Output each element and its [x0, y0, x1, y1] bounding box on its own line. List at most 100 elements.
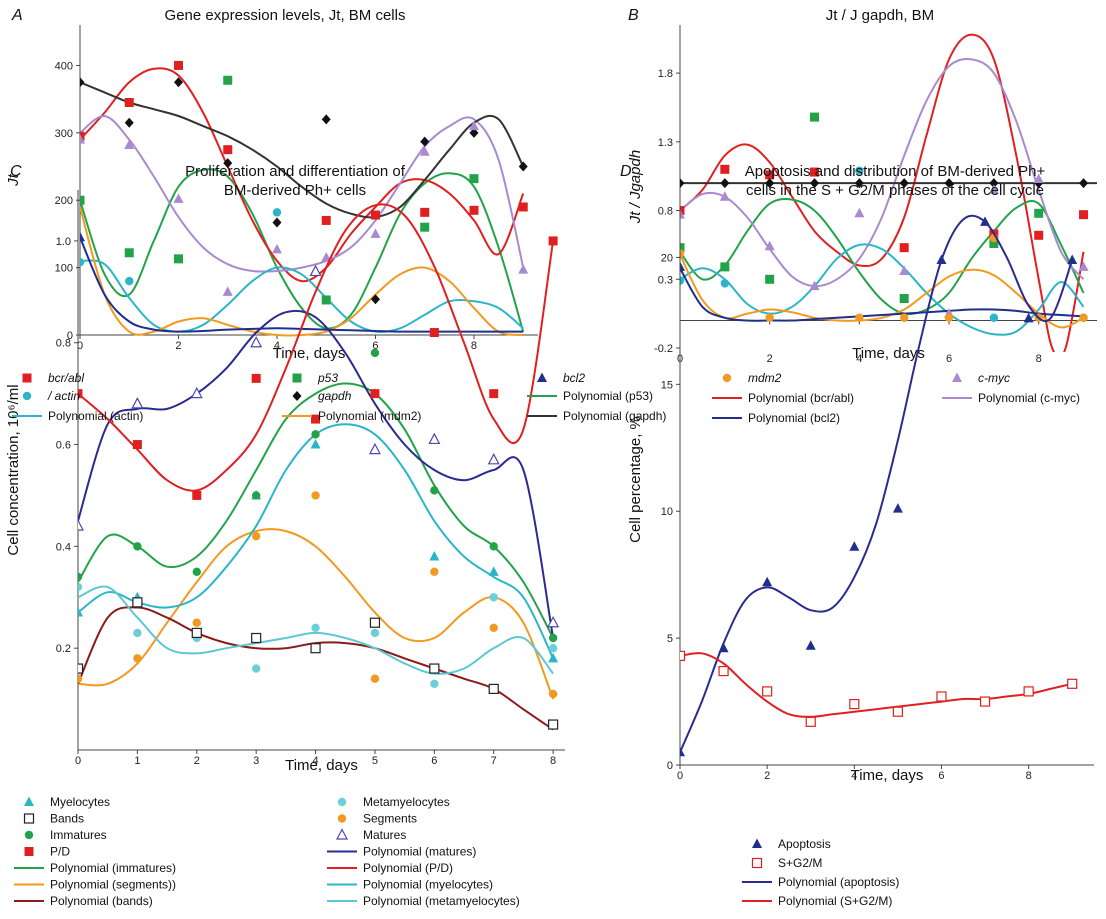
data-point-immatures — [311, 430, 320, 439]
panel-label: A — [11, 7, 23, 24]
data-point-apoptosis — [1067, 254, 1078, 264]
x-tick-label: 5 — [372, 755, 378, 767]
legend-item-gapdh: gapdh — [292, 389, 352, 403]
data-point-bcr-abl — [124, 98, 134, 107]
legend-item-p-d: P/D — [24, 845, 70, 859]
legend-item-polynomial-s-g2-m: Polynomial (S+G2/M) — [742, 894, 892, 908]
series-points-metamyelocytes — [78, 582, 558, 689]
data-point-s-g2-m — [718, 666, 729, 677]
legend-item-polynomial-bcl2: Polynomial (bcl2) — [712, 411, 840, 425]
data-point-c-myc — [1078, 261, 1089, 271]
legend-label: bcr/abl — [48, 371, 84, 385]
data-point-bands — [310, 643, 321, 654]
data-point-bcr-abl — [1034, 230, 1044, 240]
data-point-c-myc — [899, 265, 910, 276]
legend-a: bcr/abl p53 bcl2 / actin gapdh Polynomial (p5… — [12, 371, 666, 423]
data-point-c-myc — [124, 139, 135, 149]
data-point-matures — [131, 397, 144, 409]
data-point-matures — [190, 386, 203, 399]
panel-b: BJt / J gapdh, BM02468-0.20.30.81.31.8Ti… — [627, 7, 1097, 365]
legend-marker — [24, 830, 34, 840]
data-point-c-myc — [321, 252, 332, 262]
data-point-c-myc — [809, 280, 820, 291]
x-tick-label: 4 — [312, 755, 318, 767]
series-points-p53 — [680, 112, 1044, 304]
data-point-actin — [80, 258, 85, 267]
data-point-actin — [720, 279, 730, 288]
chart-title-line: Proliferation and differentiation of — [185, 163, 406, 180]
data-point-myelocytes — [78, 607, 83, 617]
data-point-p53 — [720, 262, 730, 272]
data-point-gapdh — [1079, 178, 1089, 189]
x-axis-label: Time, days — [285, 757, 358, 774]
legend-label: Matures — [363, 828, 406, 842]
data-point-bcl2 — [80, 231, 85, 242]
data-point-bands — [548, 719, 559, 730]
data-point-matures — [309, 264, 322, 277]
data-point-actin — [855, 166, 864, 175]
legend-marker — [24, 847, 34, 856]
data-point-gapdh — [370, 294, 380, 305]
x-tick-label: 1 — [134, 755, 140, 767]
legend-item-polynomial-actin: Polynomial (actin) — [12, 409, 143, 423]
legend-label: Polynomial (bands) — [50, 894, 153, 908]
data-point-bcl2 — [680, 261, 685, 271]
y-tick-label: -0.2 — [654, 343, 673, 355]
y-axis-label: Cell concentration, 10⁶/ml — [5, 384, 22, 555]
data-point-p-d — [192, 490, 202, 500]
data-point-metamyelocytes — [251, 664, 261, 673]
y-tick-label: 1.8 — [658, 68, 673, 80]
data-point-apoptosis — [805, 640, 816, 650]
series-points-apoptosis — [680, 216, 1078, 757]
data-point-gapdh — [765, 178, 775, 189]
data-point-apoptosis — [1023, 312, 1034, 323]
x-tick-label: 6 — [431, 755, 437, 767]
legend-item-mdm2: mdm2 — [722, 371, 782, 385]
legend-marker — [722, 373, 732, 383]
data-point-apoptosis — [936, 254, 947, 264]
legend-label: S+G2/M — [778, 856, 822, 870]
x-tick-label: 8 — [1036, 353, 1042, 365]
data-point-gapdh — [680, 178, 685, 189]
legend-label: Polynomial (bcl2) — [748, 411, 840, 425]
legend-label: Polynomial (apoptosis) — [778, 875, 899, 889]
chart-title: Proliferation and differentiation of BM-d… — [185, 163, 406, 199]
series-points-matures — [78, 264, 560, 628]
data-point-c-myc — [419, 146, 430, 156]
data-point-gapdh — [173, 77, 183, 88]
data-point-gapdh — [989, 178, 999, 189]
data-point-c-myc — [719, 191, 730, 201]
data-point-p53 — [124, 248, 134, 258]
series-line-polynomial-p53 — [680, 197, 1085, 316]
data-point-s-g2-m — [849, 698, 860, 710]
legend-item-polynomial-c-myc: Polynomial (c-myc) — [942, 391, 1080, 405]
data-point-actin — [272, 208, 282, 217]
legend-item-polynomial-segments: Polynomial (segments)) — [14, 878, 176, 892]
data-point-p-d — [311, 414, 321, 424]
legend-label: Polynomial (P/D) — [363, 861, 453, 875]
data-point-bcr-abl — [1079, 210, 1089, 220]
series-line-polynomial-matures — [78, 309, 555, 639]
legend-marker — [337, 797, 347, 807]
legend-label: Polynomial (myelocytes) — [363, 878, 493, 892]
data-point-s-g2-m — [805, 716, 816, 727]
data-point-segments — [548, 689, 558, 699]
legend-item-immatures: Immatures — [24, 828, 107, 842]
data-point-p-d — [132, 440, 142, 450]
legend-label: Apoptosis — [778, 837, 831, 851]
legend-label: P/D — [50, 845, 70, 859]
legend-item-bcr-abl: bcr/abl — [22, 371, 84, 385]
data-point-metamyelocytes — [311, 623, 320, 633]
series-points-bcl2 — [680, 261, 685, 271]
chart-title: Apoptosis and distribution of BM-derived… — [745, 163, 1046, 199]
data-point-p-d — [429, 328, 439, 338]
legend-label: bcl2 — [563, 371, 585, 385]
data-point-apoptosis — [892, 503, 903, 513]
data-point-bcr-abl — [810, 167, 820, 177]
data-point-p-d — [78, 389, 83, 399]
plot-area — [78, 203, 560, 731]
plot-area — [680, 214, 1078, 757]
legend-item-bcl2: bcl2 — [537, 371, 585, 385]
data-point-myelocytes — [429, 551, 440, 561]
x-tick-label: 8 — [1026, 770, 1032, 782]
